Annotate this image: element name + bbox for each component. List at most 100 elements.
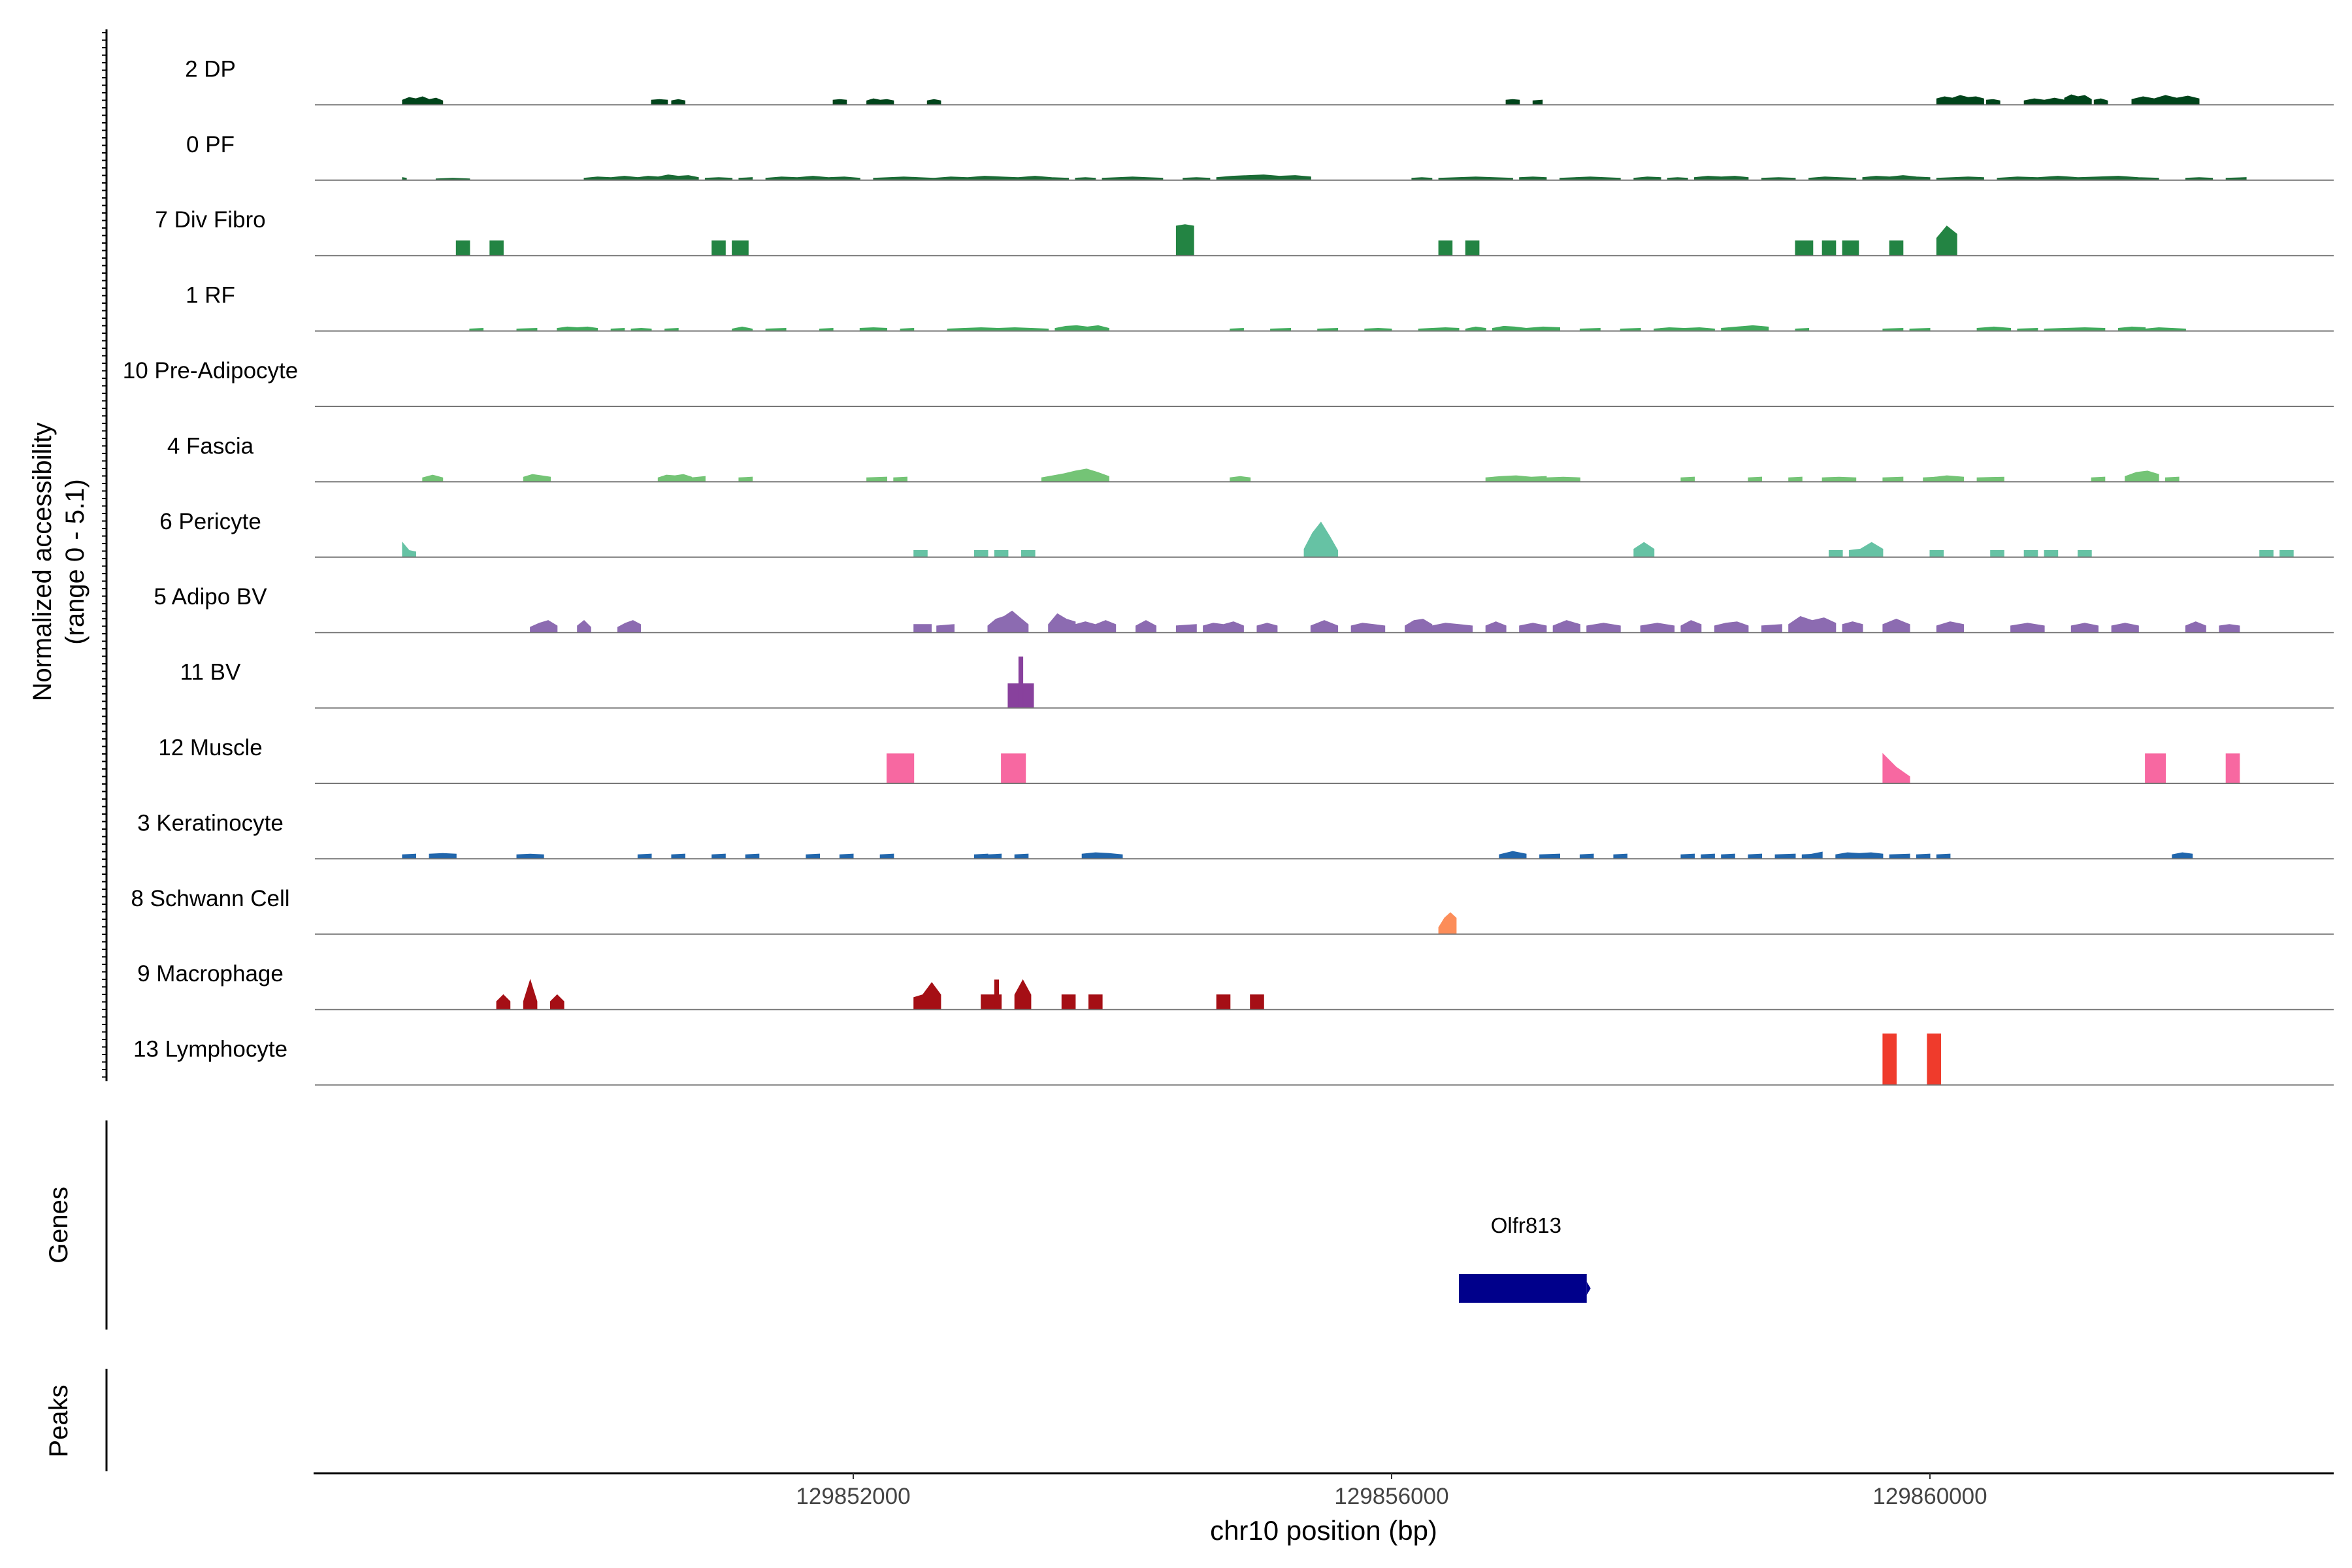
coverage-region <box>1842 240 1859 256</box>
x-axis-title: chr10 position (bp) <box>1210 1515 1437 1546</box>
coverage-region <box>994 979 999 1010</box>
coverage-region <box>947 327 1049 332</box>
coverage-region <box>1088 994 1103 1010</box>
coverage-region <box>738 476 753 482</box>
coverage-region <box>1788 615 1837 633</box>
coverage-region <box>2091 476 2106 482</box>
track-label: 3 Keratinocyte <box>137 810 284 836</box>
coverage-region <box>745 853 760 859</box>
track-label: 2 DP <box>185 56 236 82</box>
coverage-region <box>402 96 444 105</box>
gene-strand-arrow <box>1586 1282 1591 1295</box>
coverage-region <box>671 99 685 105</box>
y-axis-title-line1: Normalized accessibility <box>28 423 57 702</box>
coverage-region <box>711 853 726 859</box>
coverage-region <box>926 99 941 105</box>
x-tick-label: 129852000 <box>796 1484 910 1509</box>
track-label: 4 Fascia <box>167 433 254 459</box>
coverage-region <box>1680 853 1695 859</box>
coverage-region <box>2259 550 2274 558</box>
coverage-region <box>1505 99 1520 105</box>
track-6: 6 Pericyte <box>159 509 2334 558</box>
track-label: 1 RF <box>186 283 235 308</box>
track-label: 12 Muscle <box>158 735 263 760</box>
genes-panel-title: Genes <box>44 1186 73 1264</box>
coverage-region <box>1795 240 1814 256</box>
coverage-region <box>1774 853 1796 859</box>
coverage-region <box>1701 853 1715 859</box>
track-1: 0 PF <box>186 132 2334 181</box>
coverage-region <box>1216 174 1311 181</box>
coverage-region <box>866 476 887 482</box>
coverage-region <box>1075 620 1117 633</box>
coverage-region <box>832 99 847 105</box>
coverage-region <box>1986 99 2001 105</box>
coverage-region <box>1835 852 1884 859</box>
coverage-region <box>1579 853 1594 859</box>
coverage-region <box>887 753 915 784</box>
coverage-region <box>1438 240 1453 256</box>
track-5: 4 Fascia <box>167 433 2334 483</box>
coverage-region <box>936 624 955 633</box>
coverage-region <box>765 176 860 181</box>
coverage-region <box>994 550 1009 558</box>
track-label: 11 BV <box>180 660 241 685</box>
coverage-region <box>987 610 1029 633</box>
coverage-region <box>1929 550 1944 558</box>
coverage-region <box>987 853 1002 859</box>
coverage-region <box>711 240 726 256</box>
peaks-panel-title: Peaks <box>44 1384 73 1457</box>
coverage-region <box>1829 550 1843 558</box>
coverage-region <box>1882 476 1904 482</box>
coverage-region <box>1721 853 1735 859</box>
coverage-region <box>1021 550 1036 558</box>
coverage-region <box>1061 994 1076 1010</box>
coverage-region <box>2225 753 2240 784</box>
genes-group: Olfr813 <box>1459 1213 1591 1303</box>
coverage-region <box>2145 753 2166 784</box>
y-axis-title-line2: (range 0 - 5.1) <box>61 479 90 644</box>
coverage-region <box>1976 476 2004 482</box>
track-4: 10 Pre-Adipocyte <box>123 358 2334 407</box>
coverage-region <box>2219 624 2240 633</box>
track-12: 9 Macrophage <box>137 961 2334 1011</box>
track-13: 13 Lymphocyte <box>133 1033 2334 1086</box>
coverage-region <box>913 550 928 558</box>
coverage-region <box>1680 476 1695 482</box>
coverage-region <box>806 853 820 859</box>
coverage-region <box>1250 994 1264 1010</box>
coverage-region <box>1889 240 1904 256</box>
coverage-region <box>879 853 894 859</box>
coverage-region <box>1546 476 1580 482</box>
coverage-region <box>1001 753 1026 784</box>
track-label: 0 PF <box>186 132 235 157</box>
coverage-region <box>1997 176 2159 181</box>
coverage-region <box>2131 95 2200 105</box>
coverage-region <box>637 853 652 859</box>
coverage-region <box>691 476 706 482</box>
track-10: 3 Keratinocyte <box>137 810 2334 860</box>
track-label: 8 Schwann Cell <box>131 886 289 911</box>
coverage-region <box>2023 550 2038 558</box>
coverage-region <box>2044 550 2059 558</box>
coverage-region <box>516 853 544 859</box>
track-2: 7 Div Fibro <box>155 207 2334 257</box>
coverage-region <box>1007 683 1019 709</box>
tracks-axis-ticks <box>102 32 106 1078</box>
coverage-region <box>1203 621 1244 633</box>
coverage-region <box>1936 853 1951 859</box>
coverage-region <box>2078 550 2092 558</box>
track-label: 10 Pre-Adipocyte <box>123 358 298 384</box>
x-axis-ticks: 129852000 129856000 129860000 <box>796 1473 1987 1509</box>
coverage-region <box>1532 99 1543 105</box>
coverage-region <box>1230 476 1251 482</box>
gene-label: Olfr813 <box>1491 1213 1561 1237</box>
track-label: 6 Pericyte <box>159 509 261 534</box>
coverage-region <box>1175 624 1197 633</box>
coverage-region <box>1018 656 1024 709</box>
coverage-region <box>1927 1033 1941 1086</box>
coverage-region <box>637 174 699 181</box>
coverage-region <box>1041 468 1109 482</box>
track-label: 9 Macrophage <box>137 961 284 987</box>
track-label: 13 Lymphocyte <box>133 1037 287 1062</box>
